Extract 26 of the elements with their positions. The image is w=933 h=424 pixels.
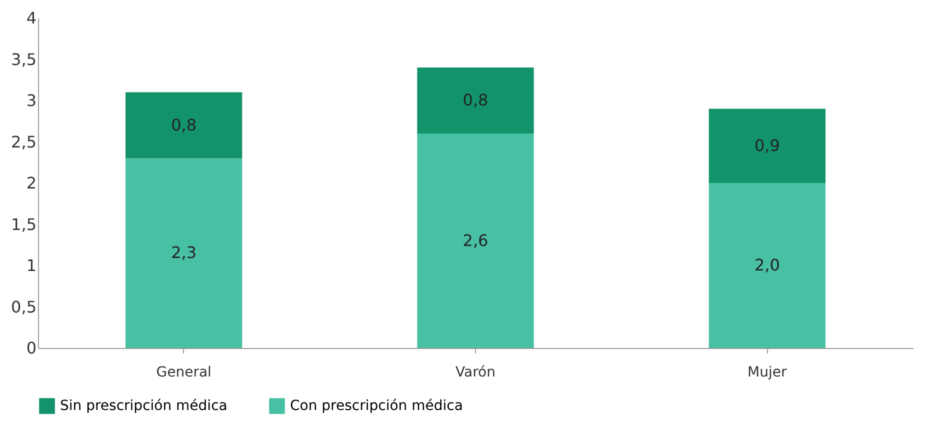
y-tick-label: 0 [26, 338, 36, 358]
bar [126, 158, 242, 348]
y-tick-label: 4 [26, 8, 36, 28]
bar [417, 134, 534, 348]
bar [708, 183, 826, 348]
bar [708, 108, 826, 183]
data-label: 2,0 [754, 256, 780, 274]
data-label: 2,6 [462, 230, 488, 250]
y-tick-label: 0,5 [11, 297, 36, 316]
y-tick-label: 1 [26, 256, 36, 275]
x-tick-label: Mujer [748, 364, 788, 380]
bar [417, 68, 534, 134]
y-tick-label: 2 [26, 174, 36, 192]
x-tick-label: General [156, 364, 212, 380]
y-tick-label: 1,5 [11, 214, 36, 234]
x-tick-label: Varón [456, 364, 496, 380]
bar [126, 92, 242, 158]
legend-label: Sin prescripción médica [60, 398, 228, 414]
data-label: 0,8 [171, 115, 197, 134]
y-tick-label: 2,5 [11, 132, 36, 152]
data-label: 2,3 [171, 243, 197, 262]
data-label: 0,9 [754, 136, 780, 155]
legend-label: Con prescripción médica [290, 398, 463, 414]
data-label: 0,8 [462, 90, 488, 110]
y-tick-label: 3,5 [11, 50, 36, 69]
y-tick-label: 3 [26, 91, 36, 110]
